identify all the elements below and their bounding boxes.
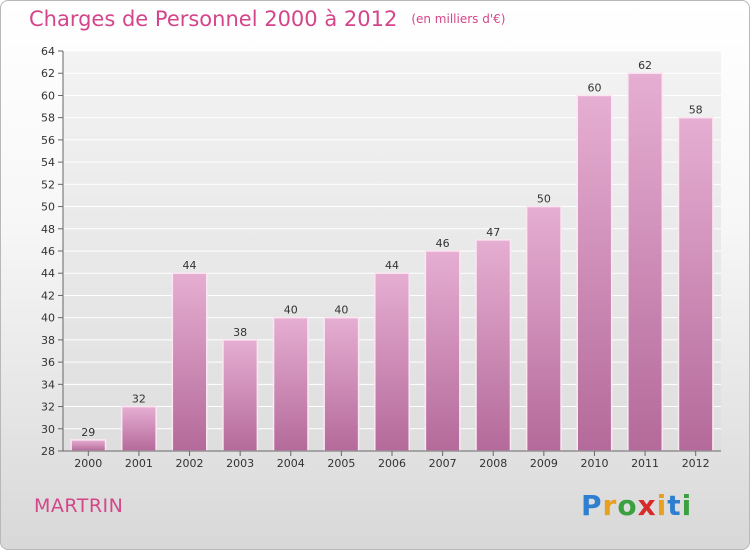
bar-value-label: 38 [233, 326, 247, 339]
bar-value-label: 29 [81, 426, 95, 439]
y-tick-label: 36 [41, 356, 55, 369]
y-tick-label: 44 [41, 267, 55, 280]
y-tick-label: 54 [41, 156, 55, 169]
bar-value-label: 40 [284, 304, 298, 317]
bar [222, 339, 259, 452]
y-tick-label: 56 [41, 134, 55, 147]
bar [475, 239, 512, 452]
x-tick-label: 2000 [74, 457, 102, 470]
chart-title-text: Charges de Personnel 2000 à 2012 [29, 7, 398, 31]
bar-value-label: 40 [334, 304, 348, 317]
bar-value-label: 46 [436, 237, 450, 250]
y-tick-label: 34 [41, 378, 55, 391]
y-tick-label: 50 [41, 201, 55, 214]
bar [677, 116, 714, 452]
x-tick-label: 2004 [277, 457, 305, 470]
y-tick-label: 46 [41, 245, 55, 258]
bar-value-label: 32 [132, 393, 146, 406]
y-tick-label: 64 [41, 45, 55, 58]
bar [171, 272, 208, 452]
y-axis: 28 30 32 34 36 38 40 42 44 46 48 50 52 54 56 58 60 62 64 [41, 45, 64, 458]
y-tick-label: 42 [41, 289, 55, 302]
x-tick-label: 2009 [530, 457, 558, 470]
bar [120, 405, 157, 452]
bar-value-label: 62 [638, 59, 652, 72]
bar [323, 316, 360, 452]
y-tick-label: 32 [41, 401, 55, 414]
x-tick-label: 2002 [176, 457, 204, 470]
bar-value-label: 60 [587, 81, 601, 94]
y-tick-label: 62 [41, 67, 55, 80]
x-tick-label: 2007 [429, 457, 457, 470]
bar [374, 272, 410, 452]
bar-value-label: 50 [537, 193, 551, 206]
x-tick-label: 2010 [580, 457, 608, 470]
proxiti-logo[interactable]: Proxiti [581, 489, 693, 522]
bar [272, 316, 309, 452]
chart-title: Charges de Personnel 2000 à 2012 (en mill… [29, 7, 505, 31]
bar [525, 205, 562, 452]
y-tick-label: 58 [41, 112, 55, 125]
y-tick-label: 52 [41, 178, 55, 191]
commune-name: MARTRIN [34, 495, 124, 517]
bar-value-label: 44 [385, 259, 399, 272]
x-tick-label: 2005 [327, 457, 355, 470]
x-tick-label: 2001 [125, 457, 153, 470]
bar-value-label: 44 [183, 259, 197, 272]
x-tick-label: 2008 [479, 457, 507, 470]
y-tick-label: 28 [41, 445, 55, 458]
x-tick-label: 2012 [682, 457, 710, 470]
bar-value-label: 47 [486, 226, 500, 239]
x-axis: 2000 2001 2002 2003 2004 2005 2006 2007 2008 2009… [63, 450, 721, 470]
y-tick-label: 38 [41, 334, 55, 347]
bar-value-label: 58 [689, 104, 703, 117]
y-tick-label: 30 [41, 423, 55, 436]
bar [424, 250, 461, 452]
x-tick-label: 2011 [631, 457, 659, 470]
bar [70, 439, 107, 452]
bar [576, 94, 613, 452]
bars: 29 32 44 38 40 40 44 46 47 50 60 62 58 [70, 59, 714, 452]
y-tick-label: 60 [41, 89, 55, 102]
y-tick-label: 48 [41, 223, 55, 236]
bar [627, 72, 664, 452]
x-tick-label: 2006 [378, 457, 406, 470]
y-tick-label: 40 [41, 312, 55, 325]
chart-unit-note: (en milliers d'€) [411, 12, 506, 26]
x-tick-label: 2003 [226, 457, 254, 470]
